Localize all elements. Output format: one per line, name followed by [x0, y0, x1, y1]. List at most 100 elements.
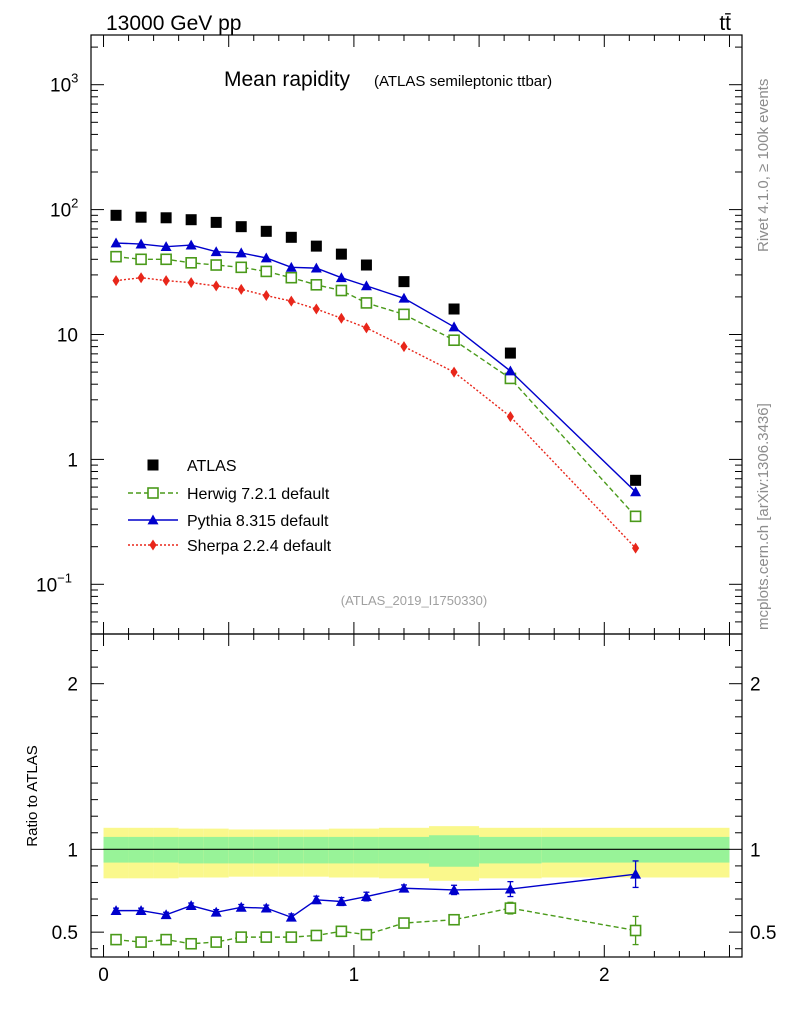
ratio-point-pythia	[285, 911, 297, 922]
y-tick-label: 10	[57, 326, 78, 347]
data-point-atlas	[310, 240, 322, 252]
uncertainty-band-inner	[429, 835, 480, 867]
data-point-pythia	[235, 247, 247, 258]
uncertainty-band-inner	[178, 836, 204, 864]
uncertainty-band-inner	[228, 836, 254, 864]
energy-label: 13000 GeV pp	[106, 12, 241, 35]
ratio-point-herwig	[310, 929, 323, 942]
data-point-herwig	[448, 334, 460, 347]
data-point-sherpa	[312, 303, 320, 315]
data-point-atlas	[260, 225, 272, 237]
data-point-herwig	[185, 257, 197, 269]
data-point-atlas	[504, 347, 516, 359]
data-point-pythia	[448, 321, 460, 332]
x-tick-label: 2	[599, 965, 610, 986]
data-point-pythia	[260, 252, 272, 263]
process-label: tt̄	[719, 12, 731, 35]
y-tick-label: 10−1	[36, 570, 72, 596]
data-point-atlas	[185, 214, 197, 226]
series-sherpa	[112, 272, 640, 554]
uncertainty-band-inner	[479, 836, 542, 864]
data-point-herwig	[285, 271, 298, 284]
data-point-herwig	[235, 261, 248, 274]
y-tick-label: 1	[67, 450, 78, 471]
ratio-plot-panel: 0.5 0.5 1 1 2 2 0 1 2 Ratio to ATLAS	[24, 633, 776, 986]
data-point-atlas	[398, 276, 410, 288]
rivet-version-label: Rivet 4.1.0, ≥ 100k events	[755, 79, 772, 252]
data-point-atlas	[110, 209, 122, 221]
ratio-axes-frame	[90, 633, 743, 958]
legend-label-herwig: Herwig 7.2.1 default	[187, 486, 330, 503]
data-point-sherpa	[212, 280, 220, 292]
data-point-sherpa	[400, 341, 408, 353]
ratio-point-pythia	[160, 909, 172, 920]
ratio-y-tick-label-right: 1	[750, 840, 761, 861]
uncertainty-band-inner	[378, 836, 430, 864]
data-point-sherpa	[632, 542, 640, 554]
data-point-pythia	[135, 238, 147, 249]
ratio-point-pythia	[260, 902, 272, 913]
data-point-herwig	[260, 265, 273, 278]
data-point-pythia	[110, 237, 122, 248]
data-point-herwig	[310, 278, 323, 291]
uncertainty-band-inner	[278, 836, 304, 864]
legend-marker-atlas	[147, 459, 159, 471]
ratio-point-herwig	[335, 925, 348, 938]
legend-entry-sherpa: Sherpa 2.2.4 default	[128, 538, 332, 555]
data-point-sherpa	[187, 277, 195, 289]
legend-entry-herwig: Herwig 7.2.1 default	[128, 486, 330, 503]
data-point-sherpa	[337, 312, 345, 324]
series-pythia	[110, 237, 642, 497]
legend-marker-herwig	[147, 487, 159, 499]
ratio-point-pythia	[504, 883, 516, 894]
ratio-point-pythia	[110, 905, 122, 916]
legend-label-sherpa: Sherpa 2.2.4 default	[187, 538, 332, 555]
ratio-point-herwig	[160, 933, 172, 946]
data-point-herwig	[398, 308, 410, 321]
data-point-atlas	[160, 212, 172, 224]
data-point-atlas	[335, 248, 347, 260]
data-point-sherpa	[162, 275, 170, 287]
x-tick-label: 0	[98, 965, 109, 986]
data-point-herwig	[629, 510, 642, 523]
data-point-pythia	[210, 246, 222, 257]
uncertainty-band-inner	[353, 836, 379, 864]
ratio-point-herwig	[260, 931, 273, 943]
plot-subtitle: (ATLAS semileptonic ttbar)	[374, 73, 552, 90]
data-point-sherpa	[237, 283, 245, 295]
data-point-sherpa	[287, 295, 295, 307]
ratio-point-pythia	[235, 901, 247, 912]
ratio-point-pythia	[398, 882, 410, 893]
ratio-point-herwig	[135, 936, 147, 948]
data-point-sherpa	[362, 322, 370, 334]
ratio-point-herwig	[360, 928, 373, 941]
analysis-watermark: (ATLAS_2019_I1750330)	[341, 593, 487, 608]
uncertainty-band-inner	[328, 836, 354, 864]
legend: ATLAS Herwig 7.2.1 default Pythia 8.315 de…	[128, 458, 332, 555]
legend-entry-pythia: Pythia 8.315 default	[128, 513, 329, 530]
ratio-y-tick-label-right: 2	[750, 675, 761, 696]
data-point-pythia	[630, 486, 642, 497]
data-point-herwig	[360, 297, 373, 309]
ratio-point-herwig	[629, 924, 642, 937]
ratio-point-pythia	[310, 894, 322, 905]
series-herwig	[110, 250, 642, 523]
data-point-pythia	[398, 292, 410, 303]
data-point-atlas	[360, 259, 372, 271]
ratio-point-herwig	[504, 902, 517, 914]
ratio-point-herwig	[185, 937, 197, 950]
data-point-atlas	[210, 216, 222, 228]
y-tick-label: 103	[50, 71, 78, 97]
data-point-pythia	[504, 365, 516, 376]
ratio-point-pythia	[210, 906, 222, 917]
ratio-point-herwig	[285, 931, 298, 943]
ratio-point-pythia	[630, 868, 642, 879]
data-point-herwig	[110, 250, 122, 263]
ratio-y-tick-label: 1	[67, 840, 78, 861]
uncertainty-band-inner	[303, 836, 329, 864]
data-point-pythia	[160, 241, 172, 252]
data-point-herwig	[135, 253, 147, 266]
ratio-point-pythia	[335, 896, 347, 906]
data-point-herwig	[335, 284, 348, 297]
